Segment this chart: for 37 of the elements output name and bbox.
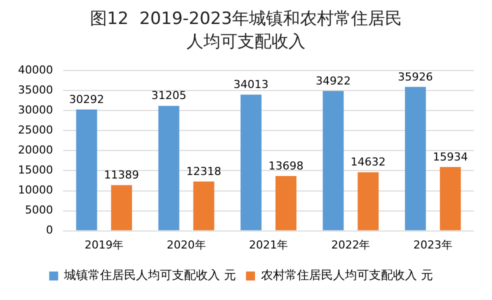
chart-title: 图12 2019-2023年城镇和农村常住居民人均可支配收入 [88, 8, 404, 54]
bar [193, 181, 214, 230]
data-label: 13698 [268, 159, 304, 172]
y-tick-label: 20000 [18, 144, 53, 157]
bar [404, 86, 426, 230]
bar [358, 172, 379, 230]
x-tick-label: 2019年 [84, 238, 124, 252]
y-tick-label: 0 [46, 224, 53, 237]
x-tick-label: 2022年 [331, 238, 370, 252]
bar [111, 185, 132, 230]
bar [440, 166, 461, 230]
y-tick-label: 10000 [18, 184, 53, 197]
x-tick-label: 2021年 [248, 238, 288, 252]
y-tick-label: 30000 [18, 104, 53, 117]
data-label: 31205 [151, 89, 186, 102]
legend-label: 城镇常住居民人均可支配收入 元 [63, 268, 236, 282]
bar [158, 106, 180, 230]
y-tick-label: 15000 [18, 164, 53, 177]
data-label: 34922 [316, 74, 351, 88]
y-tick-label: 35000 [18, 83, 53, 96]
x-tick-label: 2020年 [166, 238, 206, 252]
bar [275, 176, 296, 230]
y-tick-label: 40000 [18, 63, 53, 76]
data-label: 15934 [432, 150, 468, 164]
y-tick-label: 25000 [18, 124, 53, 137]
x-tick-label: 2023年 [413, 238, 452, 252]
bar [240, 94, 262, 230]
bar [76, 109, 98, 230]
data-label: 12318 [186, 164, 222, 178]
data-label: 34013 [234, 78, 269, 91]
y-tick-label: 5000 [24, 204, 53, 217]
bar [322, 90, 344, 230]
data-label: 35926 [398, 70, 433, 84]
data-label: 14632 [350, 156, 386, 169]
legend-label: 农村常住居民人均可支配收入 元 [261, 268, 433, 282]
data-label: 11389 [104, 168, 140, 182]
data-label: 30292 [69, 92, 104, 106]
